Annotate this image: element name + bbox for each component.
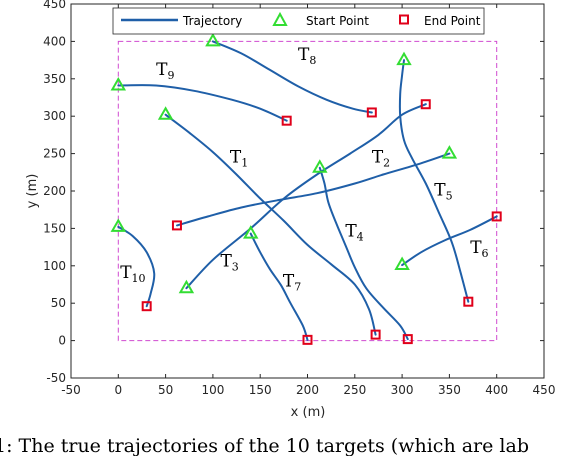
label-main: T: [372, 148, 384, 168]
y-tick-label: -50: [46, 371, 66, 385]
end-point-t10: [141, 301, 152, 312]
trajectory-label-t2: T2: [372, 148, 390, 170]
label-main: T: [470, 238, 482, 258]
end-point-t9: [281, 115, 292, 126]
trajectory-label-t6: T6: [470, 238, 488, 260]
trajectory-label-t5: T5: [434, 180, 452, 202]
y-tick-label: 250: [43, 147, 66, 161]
trajectory-t10: [117, 225, 156, 308]
y-axis-ticks: -50 0 50 100 150 200 250 300 350 400 450: [43, 0, 544, 385]
trajectory-t5: [398, 59, 470, 303]
x-tick-label: 400: [485, 383, 508, 397]
trajectory-label-t7: T7: [283, 272, 301, 294]
trajectory-t9: [117, 84, 288, 122]
x-axis-label: x (m): [291, 405, 326, 420]
trajectory-label-t9: T9: [156, 60, 174, 82]
trajectory-t8: [211, 40, 373, 114]
y-tick-label: 350: [43, 72, 66, 86]
start-point-t3: [178, 279, 195, 294]
trajectory-t1: [164, 113, 377, 336]
x-tick-label: 50: [158, 383, 173, 397]
x-tick-label: 200: [296, 383, 319, 397]
y-tick-label: 150: [43, 221, 66, 235]
end-point-t3: [420, 99, 431, 110]
label-subscript: 7: [294, 281, 301, 294]
label-main: T: [120, 263, 132, 283]
start-point-t5: [396, 51, 412, 66]
start-point-t1: [157, 106, 174, 120]
start-point-t6: [394, 256, 410, 271]
label-subscript: 1: [241, 157, 248, 170]
end-point-t1: [370, 329, 381, 340]
plot-background: [71, 4, 544, 378]
x-tick-label: 100: [201, 383, 224, 397]
legend-trajectory-label: Trajectory: [182, 14, 242, 28]
label-main: T: [434, 180, 446, 200]
start-point-t9: [110, 77, 127, 91]
figure-caption: 1: The true trajectories of the 10 targe…: [0, 435, 529, 456]
trajectory-t2: [176, 152, 451, 227]
x-tick-label: 350: [438, 383, 461, 397]
y-tick-label: 400: [43, 34, 66, 48]
y-tick-label: 200: [43, 184, 66, 198]
y-tick-label: 0: [58, 334, 66, 348]
start-point-t7: [243, 225, 259, 239]
end-point-t4: [402, 334, 413, 345]
x-tick-label: 150: [249, 383, 272, 397]
y-tick-label: 50: [51, 296, 66, 310]
x-axis-ticks: -50 0 50 100 150 200 250 300 350 400 450: [61, 4, 555, 397]
legend-start-swatch: [272, 11, 288, 26]
y-tick-label: 300: [43, 109, 66, 123]
legend-start-label: Start Point: [306, 14, 369, 28]
x-tick-label: -50: [61, 383, 81, 397]
x-tick-label: 0: [114, 383, 122, 397]
x-tick-label: 450: [533, 383, 556, 397]
trajectory-t7: [249, 232, 309, 341]
end-point-t6: [491, 211, 502, 222]
label-main: T: [283, 272, 295, 292]
legend-end-label: End Point: [424, 14, 481, 28]
y-axis-label: y (m): [25, 174, 40, 209]
end-point-t5: [463, 296, 474, 307]
label-subscript: 3: [232, 261, 239, 274]
end-point-t2: [171, 220, 182, 231]
trajectory-t6: [401, 215, 498, 267]
x-tick-label: 250: [343, 383, 366, 397]
label-main: T: [156, 60, 168, 80]
label-subscript: 10: [132, 272, 146, 285]
trajectory-t4: [318, 166, 409, 341]
label-subscript: 9: [167, 69, 174, 82]
point-markers: [110, 32, 502, 345]
trajectory-label-t3: T3: [220, 252, 238, 274]
legend-end-swatch: [399, 14, 409, 25]
trajectory-t3: [185, 103, 427, 290]
start-point-t8: [205, 32, 221, 47]
label-subscript: 4: [357, 231, 364, 244]
x-tick-label: 300: [391, 383, 414, 397]
label-main: T: [298, 45, 310, 65]
label-subscript: 8: [309, 54, 316, 67]
end-point-t8: [366, 107, 377, 118]
label-main: T: [345, 222, 357, 242]
label-main: T: [230, 148, 242, 168]
trajectory-label-t1: T1: [230, 148, 248, 170]
trajectory-lines: [117, 40, 498, 341]
label-main: T: [220, 252, 232, 272]
trajectory-label-t8: T8: [298, 45, 316, 67]
label-subscript: 5: [446, 189, 453, 202]
end-point-t7: [302, 334, 313, 345]
trajectory-label-t4: T4: [345, 222, 363, 244]
legend: Trajectory Start Point End Point: [112, 7, 485, 35]
start-point-t10: [110, 218, 127, 232]
y-tick-label: 100: [43, 259, 66, 273]
start-point-t2: [441, 145, 458, 159]
start-point-t4: [312, 159, 328, 173]
y-tick-label: 450: [43, 0, 66, 11]
label-subscript: 6: [482, 247, 489, 260]
label-subscript: 2: [383, 157, 390, 170]
trajectory-label-t10: T10: [120, 263, 145, 285]
